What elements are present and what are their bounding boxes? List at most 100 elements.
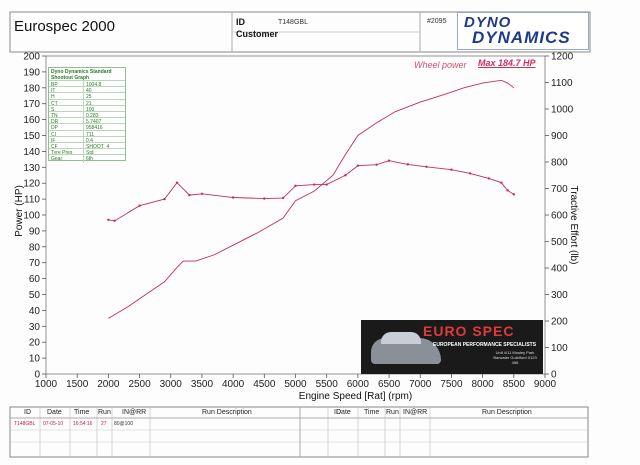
dyno-dynamics-logo: DYNO DYNAMICS [457,12,589,50]
tractive-effort-point [500,181,503,184]
x-axis-label: Engine Speed [Rat] (rpm) [299,391,412,402]
x-tick-label: 1500 [66,379,89,390]
y-tick-label: 190 [23,67,40,78]
y-tick-label: 110 [24,195,40,206]
legend-row: CF SHOOT_4 [49,142,125,152]
table-cell-time: 16:54:16 [73,421,93,427]
legend-key: S [51,106,55,113]
x-tick-label: 5500 [316,379,339,390]
tractive-effort-point [231,196,235,199]
tractive-effort-point [387,159,391,162]
table-header-inrr: IN@RR [122,409,147,416]
x-tick-label: 7000 [409,379,432,390]
y2-tick-label: 100 [551,343,568,354]
table-header-run-2: Run [386,409,399,416]
legend-value: 25 [86,94,92,101]
eurospec-banner: EURO SPEC EUROPEAN PERFORMANCE SPECIALIS… [361,320,543,374]
power-line [108,79,515,319]
x-tick-label: 4000 [222,379,245,390]
tractive-effort-point [356,164,360,167]
banner-address: Unit 4/11 Mosley Park Barwater Guildford… [493,350,537,365]
y2-tick-label: 1200 [551,52,574,63]
legend-value: 100 [86,106,95,113]
legend-key: IF [51,137,56,144]
x-tick-label: 1000 [35,379,58,390]
y2-tick-label: 900 [551,131,568,142]
banner-tagline: EUROPEAN PERFORMANCE SPECIALISTS [433,342,537,348]
table-header-id-2: ID [334,409,341,416]
x-tick-label: 2000 [97,379,120,390]
tractive-effort-point [375,163,378,166]
y2-tick-label: 700 [551,184,568,195]
tractive-effort-point [506,189,509,192]
legend-value: 0.283 [86,113,99,119]
y-tick-label: 50 [29,290,41,301]
y2-tick-label: 500 [551,237,568,248]
legend-key: BP [51,82,58,88]
table-cell-id: T148GBL [14,421,36,427]
legend-row: DP 958416 [49,123,125,133]
y-tick-label: 20 [29,338,41,349]
tractive-effort-point [294,184,297,188]
y-tick-label: 160 [23,115,40,126]
run-number: #2095 [427,18,447,25]
legend-value: 21 [86,100,92,107]
legend-row: IF 0.4 [49,135,125,146]
legend-key: CT [51,100,58,107]
y-tick-label: 100 [23,211,40,222]
legend-value: Std [86,150,94,157]
table-header-date: Date [47,409,62,416]
x-tick-label: 8000 [472,379,495,390]
legend-row: H 25 [49,92,125,102]
tractive-effort-point [107,218,110,221]
y-tick-label: 90 [29,226,41,237]
legend-key: TN [51,113,58,119]
legend-row: Gear 6th [49,154,125,164]
y-tick-label: 0 [34,370,40,381]
tractive-effort-point [512,193,516,196]
legend-key: Gear [51,156,63,163]
y-tick-label: 60 [29,274,41,285]
customer-label: Customer [236,29,279,39]
settings-legend: Dyno Dynamics Standard Shootout Graph BP… [48,67,126,164]
table-header-date-2: Date [336,409,351,416]
tractive-effort-point [113,219,116,223]
y-tick-label: 120 [23,179,40,190]
legend-row: CT 21 [49,98,125,108]
id-value: T148GBL [278,19,308,26]
legend-value: 40 [86,88,92,95]
table-cell-inrr: 80@100 [114,421,133,427]
tractive-effort-point [450,168,453,171]
table-header-id: ID [24,409,31,416]
y2-tick-label: 200 [551,317,568,328]
y-tick-label: 40 [29,306,41,317]
legend-value: 6th [86,156,93,163]
id-label: ID [236,17,245,27]
banner-brand: EURO SPEC [423,323,515,339]
tractive-effort-line [108,160,515,222]
legend-value: 711 [86,131,94,138]
max-power-annotation: Max 184.7 HP [478,58,536,68]
legend-key: Tyre Pres [51,150,73,157]
y2-tick-label: 0 [551,370,557,381]
y-tick-label: 80 [29,242,41,253]
tractive-effort-point [344,174,347,177]
tractive-effort-point [188,193,191,197]
y-tick-label: 10 [29,354,41,365]
tractive-effort-point [487,177,491,180]
legend-row: Tyre Pres Std [49,148,125,158]
x-tick-label: 3000 [160,379,183,390]
legend-row: IT 40 [49,86,125,96]
legend-row: S 100 [49,104,125,115]
legend-key: H [51,94,55,101]
y-tick-label: 70 [29,258,41,269]
table-header-description-2: Run Description [482,409,532,416]
table-header-time: Time [74,409,90,416]
y2-tick-label: 400 [551,264,568,275]
y2-tick-label: 300 [551,290,568,301]
tractive-effort-point [425,165,428,168]
y2-axis-label: Tractive Effort (lb) [568,186,579,265]
legend-row: CI 711 [49,129,125,139]
